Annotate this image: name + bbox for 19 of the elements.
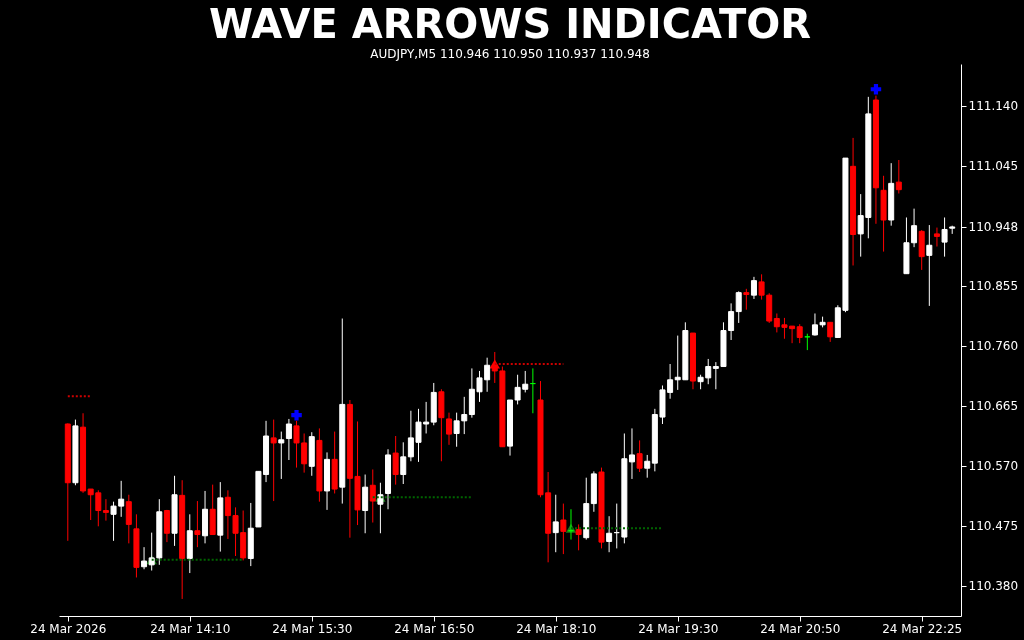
x-tick-label: 24 Mar 2026	[30, 621, 107, 636]
x-tick-label: 24 Mar 14:10	[150, 621, 231, 636]
y-tick-label: 110.570	[968, 459, 1019, 474]
x-tick-label: 24 Mar 20:50	[760, 621, 841, 636]
x-tick-label: 24 Mar 22:25	[882, 621, 963, 636]
y-tick-label: 110.760	[968, 339, 1019, 354]
y-tick-label: 110.855	[968, 279, 1019, 294]
y-tick-label: 111.140	[968, 99, 1019, 114]
x-tick-label: 24 Mar 15:30	[272, 621, 353, 636]
chart-title: WAVE ARROWS INDICATOR	[209, 1, 811, 47]
y-tick-label: 110.948	[968, 220, 1019, 235]
y-tick-label: 110.380	[968, 579, 1019, 594]
x-tick-label: 24 Mar 18:10	[516, 621, 597, 636]
y-tick-label: 110.665	[968, 399, 1019, 414]
chart-subtitle: AUDJPY,M5 110.946 110.950 110.937 110.948	[370, 47, 650, 61]
x-tick-label: 24 Mar 16:50	[394, 621, 475, 636]
y-tick-label: 110.475	[968, 519, 1019, 534]
x-tick-label: 24 Mar 19:30	[638, 621, 719, 636]
y-tick-label: 111.045	[968, 159, 1019, 174]
